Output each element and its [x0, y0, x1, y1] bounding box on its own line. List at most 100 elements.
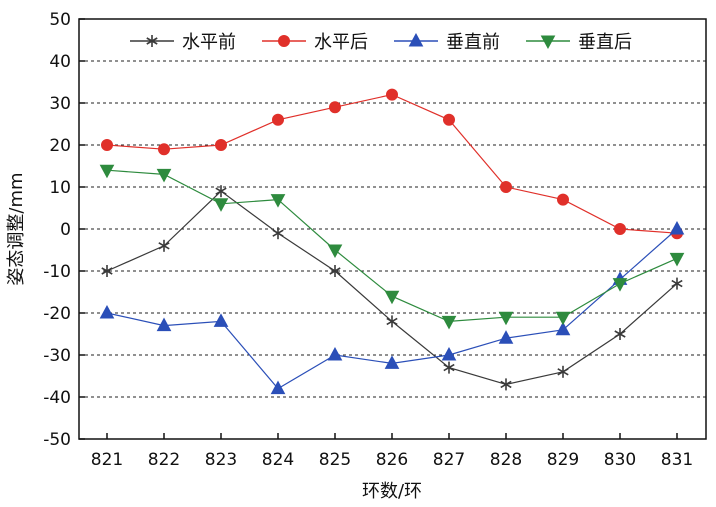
x-tick-label: 821 — [91, 450, 123, 470]
series-1-point — [557, 365, 569, 378]
legend-entry: 垂直前 — [394, 32, 500, 53]
y-axis-ticks: -50 -40 -30 -20 -10 0 10 20 30 40 50 — [43, 10, 85, 450]
series-3 — [99, 220, 685, 395]
series-4-point — [498, 311, 514, 326]
x-tick-label: 823 — [205, 450, 237, 470]
series-4-point — [270, 194, 286, 208]
series-4-point — [555, 311, 571, 326]
series-2-point — [500, 181, 512, 193]
series-2-point — [158, 143, 170, 156]
legend-entry: 水平前 — [130, 32, 236, 53]
x-tick-label: 831 — [661, 450, 693, 470]
star-marker-stroke — [158, 242, 170, 250]
x-tick-label: 825 — [319, 450, 351, 470]
series-3-point — [213, 313, 229, 327]
legend-label: 水平后 — [314, 32, 368, 53]
star-marker-stroke — [146, 37, 158, 45]
series-4-point — [213, 198, 229, 212]
series-4-point — [327, 244, 343, 259]
series-4-point — [612, 278, 628, 292]
series-1-point — [329, 265, 341, 277]
series-1-point — [158, 239, 170, 252]
y-tick-label: 0 — [60, 220, 71, 240]
star-marker-stroke — [500, 380, 512, 389]
y-tick-label: -50 — [43, 430, 71, 450]
series-2-point — [272, 113, 284, 126]
legend-swatch-marker — [278, 35, 290, 47]
star-marker-stroke — [329, 267, 341, 275]
star-marker-stroke — [443, 363, 455, 372]
series-3-point — [669, 220, 685, 235]
star-marker-stroke — [101, 267, 113, 275]
series-4-point — [99, 164, 115, 179]
series-3-point — [270, 380, 286, 395]
series-1-point — [500, 378, 512, 391]
series-1-point — [215, 185, 227, 198]
series-4-point — [669, 252, 685, 267]
series-2-point — [614, 223, 626, 235]
grid-lines — [79, 60, 706, 398]
y-tick-label: -10 — [43, 262, 71, 282]
series-2-point — [329, 101, 341, 114]
y-tick-label: 10 — [49, 178, 71, 198]
legend-swatch-marker — [540, 35, 556, 50]
series-3-point — [441, 346, 457, 361]
series-2-point — [443, 113, 455, 126]
series-1-point — [443, 361, 455, 374]
series-3-point — [327, 346, 343, 361]
x-axis-ticks: 821 822 823 824 825 826 827 828 829 830 831 — [91, 433, 693, 470]
series-4-point — [441, 315, 457, 330]
legend-entry: 垂直后 — [526, 32, 632, 53]
star-marker-stroke — [671, 279, 683, 288]
y-tick-label: 50 — [49, 10, 71, 30]
series-1-point — [386, 315, 398, 328]
star-marker-stroke — [614, 330, 626, 338]
series-2-point — [101, 139, 113, 151]
legend-entry: 水平后 — [262, 32, 368, 53]
series-4-point — [384, 290, 400, 305]
y-tick-label: 20 — [49, 136, 71, 156]
series-2-point — [215, 139, 227, 151]
star-marker-stroke — [386, 317, 398, 326]
series-2-point — [386, 88, 398, 101]
x-tick-label: 828 — [490, 450, 522, 470]
legend-label: 垂直后 — [578, 32, 632, 53]
series-1-point — [101, 265, 113, 277]
y-tick-label: -40 — [43, 388, 71, 408]
x-axis-title: 环数/环 — [362, 481, 422, 502]
legend-swatch-marker — [146, 35, 158, 47]
x-tick-label: 824 — [262, 450, 294, 470]
x-tick-label: 822 — [148, 450, 180, 470]
y-tick-label: -20 — [43, 304, 71, 324]
series-3-point — [555, 321, 571, 336]
y-tick-label: 40 — [49, 52, 71, 72]
series-1 — [101, 185, 683, 391]
star-marker-stroke — [215, 187, 227, 195]
legend: 水平前 水平后 垂直前 垂直后 — [130, 32, 632, 53]
legend-label: 垂直前 — [446, 32, 500, 53]
y-tick-label: -30 — [43, 346, 71, 366]
series-1-point — [272, 227, 284, 240]
x-tick-label: 827 — [433, 450, 465, 470]
legend-swatch-marker — [408, 32, 424, 47]
series-1-point — [671, 277, 683, 290]
y-tick-label: 30 — [49, 94, 71, 114]
series-2-line — [106, 93, 678, 234]
star-marker-stroke — [272, 229, 284, 237]
x-tick-label: 830 — [604, 450, 636, 470]
series-3-point — [384, 355, 400, 369]
series-group — [99, 88, 685, 395]
star-marker-stroke — [557, 368, 569, 376]
x-tick-label: 829 — [547, 450, 579, 470]
series-1-point — [614, 328, 626, 340]
series-2-point — [557, 193, 569, 206]
series-4 — [99, 164, 685, 330]
y-axis-title: 姿态调整/mm — [6, 172, 27, 285]
series-3-point — [99, 304, 115, 319]
series-4-point — [156, 168, 172, 183]
series-3-point — [498, 330, 514, 344]
series-3-point — [156, 317, 172, 332]
legend-label: 水平前 — [182, 32, 236, 53]
